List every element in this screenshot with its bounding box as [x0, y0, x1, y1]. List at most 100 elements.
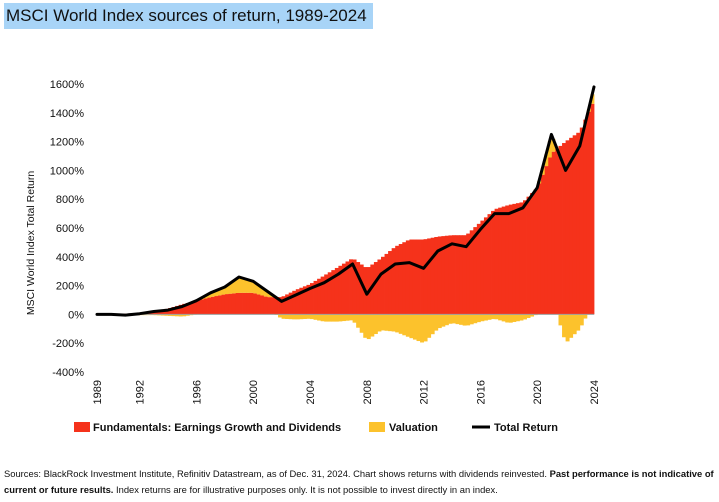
fundamentals-bar: [576, 132, 581, 315]
valuation-bar: [160, 314, 165, 316]
fundamentals-bar: [317, 278, 322, 315]
valuation-bar: [345, 314, 350, 321]
valuation-bar: [512, 314, 517, 322]
valuation-bar: [562, 314, 566, 338]
fundamentals-bar: [508, 204, 513, 315]
valuation-bar: [498, 314, 503, 321]
valuation-bar: [547, 141, 552, 158]
valuation-bar: [349, 314, 353, 321]
chart-title: MSCI World Index sources of return, 1989…: [4, 3, 373, 29]
fundamentals-bar: [501, 206, 506, 315]
fundamentals-bar: [420, 239, 424, 315]
valuation-bar: [462, 314, 467, 326]
valuation-bar: [558, 314, 563, 326]
valuation-bar: [278, 314, 282, 318]
valuation-bar: [320, 314, 325, 322]
legend-label-valuation: Valuation: [389, 422, 438, 434]
fundamentals-bar: [327, 272, 332, 315]
fundamentals-bar: [320, 276, 325, 315]
valuation-bar: [281, 314, 286, 319]
valuation-bar: [576, 314, 581, 331]
fundamentals-bar: [281, 296, 286, 315]
fundamentals-bar: [185, 302, 190, 315]
valuation-bar: [253, 282, 258, 294]
y-tick-label: 400%: [56, 252, 84, 264]
y-axis-tick-labels: -400% -200% 0% 200% 400% 600% 800% 1000% 1200% 14…: [50, 79, 84, 379]
fundamentals-bar: [207, 297, 211, 315]
valuation-bar: [402, 314, 407, 336]
fundamentals-bar: [274, 297, 279, 315]
valuation-bar: [221, 287, 226, 295]
fundamentals-bar: [370, 264, 375, 315]
valuation-bar: [508, 314, 513, 323]
valuation-bar: [249, 280, 254, 293]
valuation-bar: [292, 314, 297, 320]
fundamentals-bar: [231, 293, 236, 315]
valuation-bar: [366, 314, 371, 340]
valuation-bar: [317, 314, 322, 321]
fundamentals-bar: [310, 283, 314, 315]
fundamentals-bar: [554, 148, 559, 315]
fundamentals-bar: [334, 267, 339, 315]
valuation-bar: [381, 314, 385, 331]
fundamentals-bar: [423, 239, 428, 315]
fundamentals-bar: [171, 307, 176, 315]
valuation-bar: [210, 292, 215, 297]
valuation-bar: [228, 283, 233, 294]
fundamentals-bar: [558, 145, 563, 315]
valuation-bar: [306, 314, 311, 319]
fundamentals-bar: [480, 220, 485, 315]
valuation-bar: [473, 314, 478, 324]
fundamentals-bar: [586, 111, 591, 315]
fundamentals-bar: [523, 200, 527, 315]
fundamentals-bar: [175, 305, 180, 315]
fundamentals-bar: [473, 227, 478, 315]
fundamentals-bar: [224, 294, 229, 315]
valuation-bar: [224, 285, 229, 295]
valuation-bar: [299, 314, 304, 320]
valuation-bar: [494, 314, 499, 320]
valuation-bar: [483, 314, 488, 321]
legend-label-fundamentals: Fundamentals: Earnings Growth and Divide…: [93, 422, 341, 434]
valuation-bar: [491, 314, 495, 320]
valuation-bar: [185, 314, 190, 316]
valuation-bar: [551, 138, 556, 152]
valuation-bar: [334, 314, 339, 322]
fundamentals-bar: [487, 214, 492, 315]
valuation-bars: [97, 94, 595, 343]
valuation-bar: [405, 314, 410, 337]
fundamentals-bar: [494, 208, 499, 315]
fundamentals-bar: [199, 299, 204, 315]
y-tick-label: 200%: [56, 281, 84, 293]
fundamentals-bar: [359, 264, 364, 315]
fundamentals-bar: [285, 294, 290, 315]
fundamentals-bar: [292, 290, 297, 315]
valuation-bar: [235, 278, 240, 293]
fundamentals-bar: [412, 239, 417, 315]
fundamentals-bar: [459, 235, 464, 315]
fundamentals-bar: [405, 240, 410, 315]
fundamentals-bar: [544, 166, 549, 315]
fundamentals-bar: [306, 284, 311, 315]
valuation-bar: [310, 314, 314, 320]
fundamentals-bar: [402, 242, 407, 315]
valuation-bar: [579, 314, 584, 326]
valuation-bar: [416, 314, 421, 342]
valuation-bar: [370, 314, 375, 337]
y-tick-label: 1600%: [50, 79, 84, 91]
valuation-bar: [505, 314, 510, 323]
fundamentals-bar: [381, 256, 385, 315]
fundamentals-bar: [189, 302, 194, 315]
valuation-bar: [430, 314, 435, 335]
y-tick-label: -200%: [52, 338, 84, 350]
valuation-bar: [423, 314, 428, 342]
valuation-bar: [214, 290, 219, 297]
valuation-bar: [480, 314, 485, 322]
y-tick-label: 1200%: [50, 137, 84, 149]
valuation-bar: [437, 314, 442, 329]
fundamentals-bar: [260, 295, 265, 315]
valuation-bar: [239, 277, 243, 293]
x-tick-label: 2016: [475, 380, 487, 404]
valuation-bar: [164, 314, 169, 316]
valuation-bar: [331, 314, 336, 322]
